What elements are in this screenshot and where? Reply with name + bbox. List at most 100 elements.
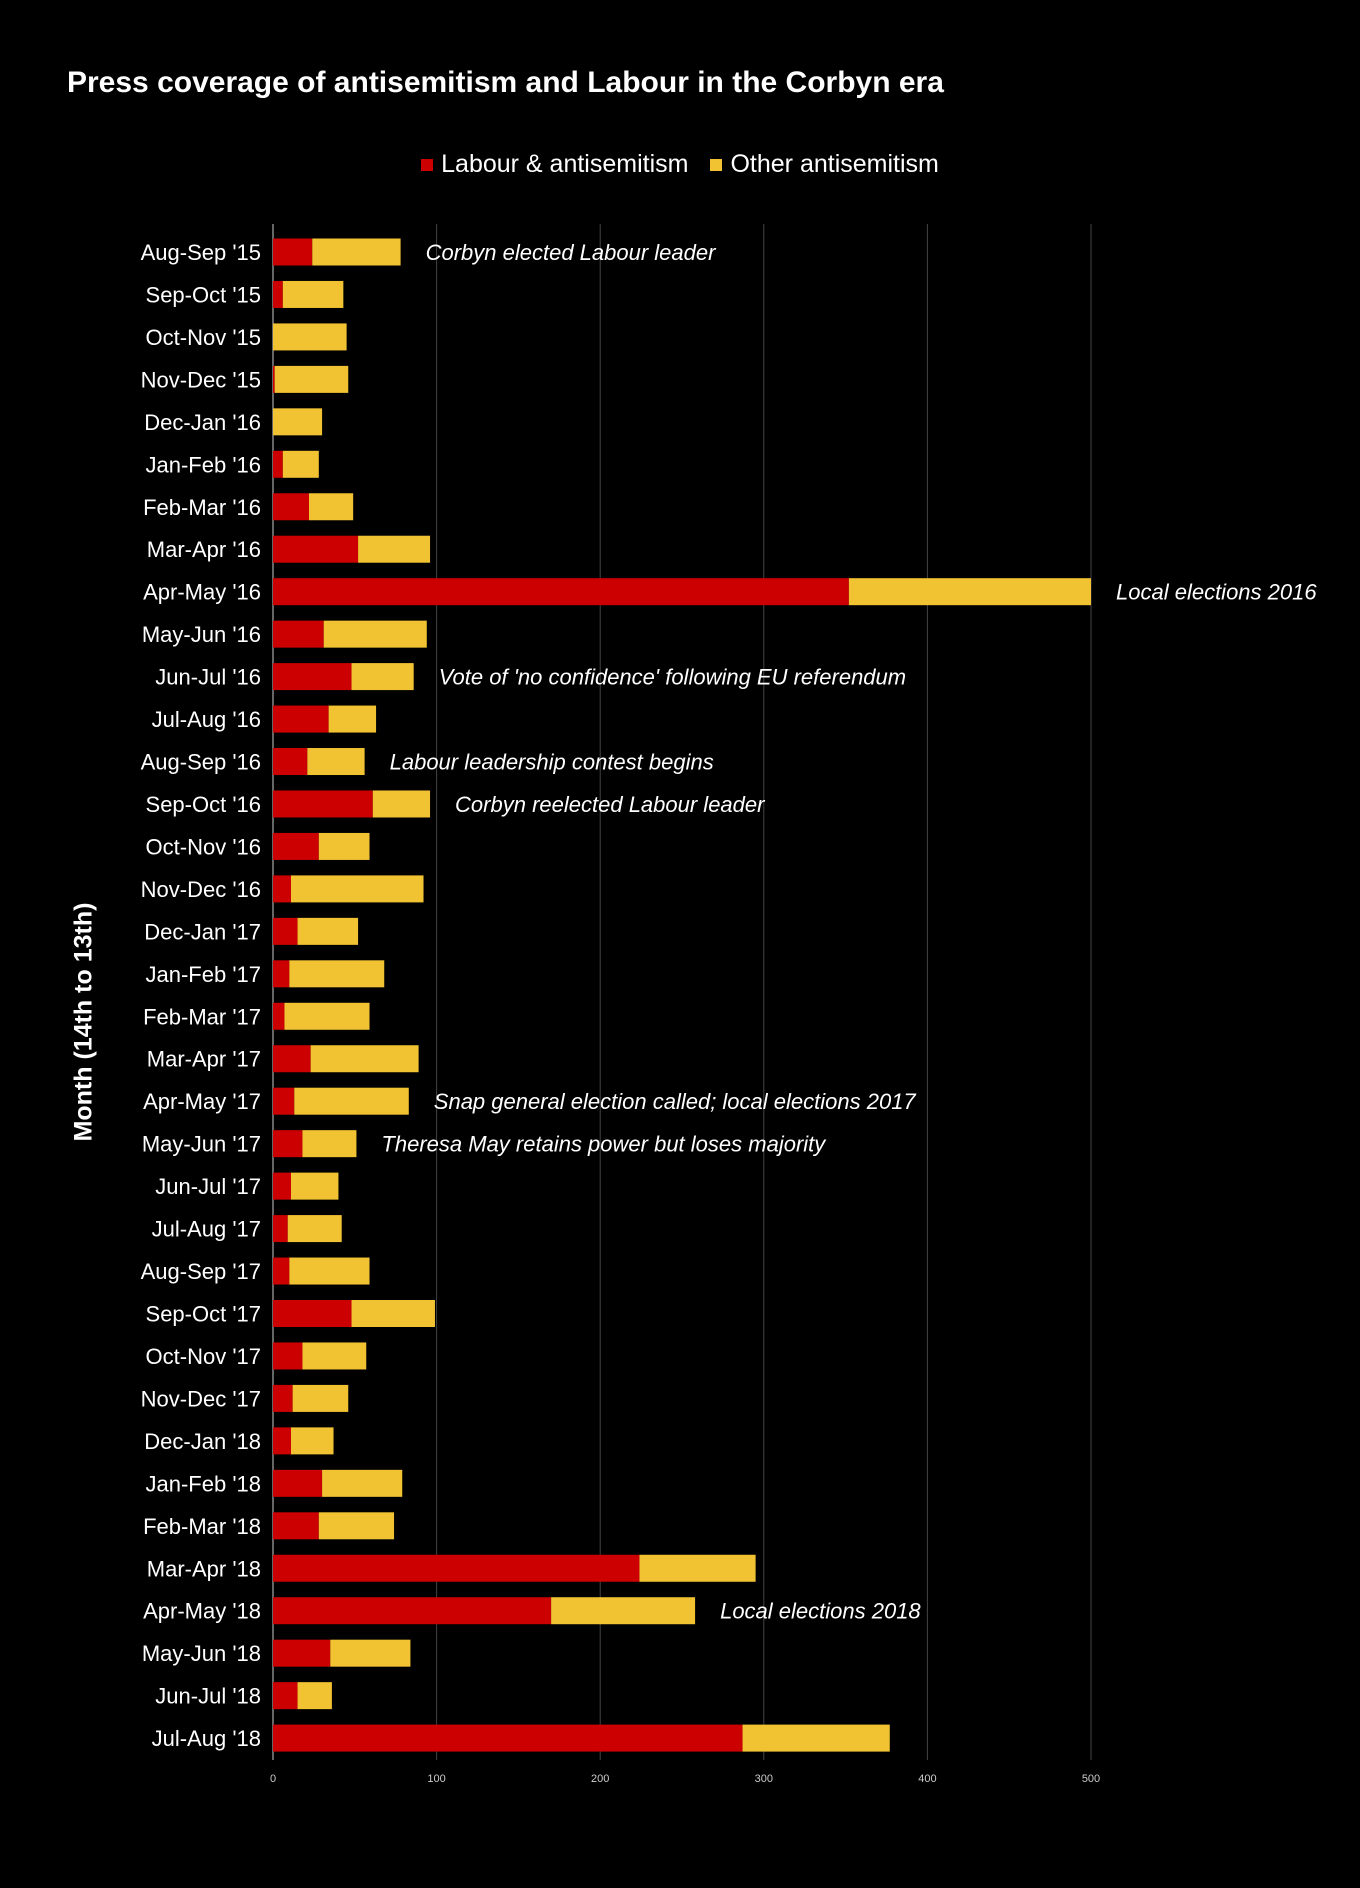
- bar-other: [312, 238, 401, 266]
- bar-other: [297, 917, 359, 945]
- bar-labour: [273, 748, 308, 776]
- legend-label-labour: Labour & antisemitism: [441, 150, 689, 178]
- bar-other: [551, 1597, 696, 1625]
- category-label: May-Jun '17: [142, 1132, 261, 1157]
- category-label: Jan-Feb '18: [146, 1471, 262, 1496]
- category-label: May-Jun '18: [142, 1641, 261, 1666]
- category-label: Mar-Apr '17: [147, 1047, 261, 1072]
- category-label: Aug-Sep '17: [141, 1259, 261, 1284]
- category-label: Apr-May '16: [143, 580, 261, 605]
- category-label: Jun-Jul '16: [155, 665, 261, 690]
- category-label: Oct-Nov '16: [146, 834, 261, 859]
- bar-other: [282, 450, 319, 478]
- bar-other: [294, 1087, 409, 1115]
- annotation: Vote of 'no confidence' following EU ref…: [439, 665, 906, 690]
- bar-other: [328, 705, 377, 733]
- category-label: Jun-Jul '17: [155, 1174, 261, 1199]
- bar-labour: [273, 493, 309, 521]
- bar-labour: [273, 450, 283, 478]
- bar-labour: [273, 238, 313, 266]
- bar-other: [330, 1639, 411, 1667]
- bar-other: [310, 1045, 419, 1073]
- bar-labour: [273, 1554, 640, 1582]
- bar-other: [287, 1215, 342, 1243]
- annotation: Theresa May retains power but loses majo…: [381, 1132, 827, 1157]
- bar-other: [848, 578, 1091, 606]
- category-label: Jun-Jul '18: [155, 1684, 261, 1709]
- bar-other: [292, 1384, 349, 1412]
- bar-other: [273, 323, 347, 351]
- bar-other: [351, 663, 414, 691]
- bar-labour: [273, 832, 319, 860]
- bar-labour: [273, 1215, 288, 1243]
- bar-labour: [273, 875, 291, 903]
- bar-labour: [273, 1427, 291, 1455]
- category-label: Nov-Dec '15: [141, 367, 261, 392]
- category-label: Jan-Feb '17: [146, 962, 262, 987]
- category-label: Sep-Oct '16: [146, 792, 261, 817]
- annotation: Local elections 2016: [1116, 580, 1317, 605]
- category-label: Jan-Feb '16: [146, 452, 262, 477]
- bar-labour: [273, 1597, 552, 1625]
- bar-other: [308, 493, 354, 521]
- bar-other: [289, 960, 385, 988]
- category-label: Mar-Apr '16: [147, 537, 261, 562]
- bar-other: [302, 1342, 367, 1370]
- legend-swatch-other: [710, 158, 723, 171]
- category-label: Feb-Mar '18: [143, 1514, 261, 1539]
- annotation: Labour leadership contest begins: [390, 750, 714, 775]
- category-label: Dec-Jan '16: [144, 410, 261, 435]
- bar-other: [273, 408, 323, 436]
- x-tick-label: 500: [1082, 1773, 1100, 1785]
- bar-other: [290, 1172, 339, 1200]
- bar-labour: [273, 1469, 323, 1497]
- legend-item-other: Other antisemitism: [710, 150, 939, 179]
- legend-item-labour: Labour & antisemitism: [421, 150, 688, 179]
- bar-labour: [273, 1682, 298, 1710]
- category-label: Feb-Mar '16: [143, 495, 261, 520]
- bar-other: [318, 832, 370, 860]
- bar-labour: [273, 960, 290, 988]
- category-label: Jul-Aug '17: [152, 1217, 261, 1242]
- category-label: Nov-Dec '17: [141, 1386, 261, 1411]
- bar-labour: [273, 1130, 303, 1158]
- bar-other: [318, 1512, 395, 1540]
- category-label: Jul-Aug '18: [152, 1726, 261, 1751]
- bar-labour: [273, 578, 849, 606]
- bar-labour: [273, 917, 298, 945]
- bar-other: [282, 280, 344, 308]
- category-label: Dec-Jan '17: [144, 919, 261, 944]
- bar-labour: [273, 1724, 743, 1752]
- bar-labour: [273, 1384, 293, 1412]
- category-label: May-Jun '16: [142, 622, 261, 647]
- bar-labour: [273, 663, 352, 691]
- bar-labour: [273, 705, 329, 733]
- annotation: Corbyn reelected Labour leader: [455, 792, 766, 817]
- annotation: Corbyn elected Labour leader: [426, 240, 718, 265]
- bar-labour: [273, 1045, 311, 1073]
- bar-labour: [273, 620, 324, 648]
- bar-other: [351, 1300, 435, 1327]
- bar-labour: [273, 1172, 291, 1200]
- category-label: Oct-Nov '17: [146, 1344, 261, 1369]
- category-label: Mar-Apr '18: [147, 1556, 261, 1581]
- bar-other: [274, 365, 349, 393]
- bar-other: [307, 748, 365, 776]
- bar-labour: [273, 1512, 319, 1540]
- category-label: Jul-Aug '16: [152, 707, 261, 732]
- bar-labour: [273, 1639, 331, 1667]
- category-label: Dec-Jan '18: [144, 1429, 261, 1454]
- category-label: Apr-May '17: [143, 1089, 261, 1114]
- bar-labour: [273, 1087, 295, 1115]
- bar-labour: [273, 1257, 290, 1285]
- bar-other: [302, 1130, 357, 1158]
- x-tick-label: 200: [591, 1773, 609, 1785]
- category-label: Oct-Nov '15: [146, 325, 261, 350]
- bar-labour: [273, 535, 359, 563]
- bar-other: [742, 1724, 890, 1752]
- category-label: Sep-Oct '15: [146, 282, 261, 307]
- legend-label-other: Other antisemitism: [730, 150, 939, 178]
- category-label: Feb-Mar '17: [143, 1004, 261, 1029]
- category-label: Aug-Sep '15: [141, 240, 261, 265]
- x-tick-label: 300: [755, 1773, 773, 1785]
